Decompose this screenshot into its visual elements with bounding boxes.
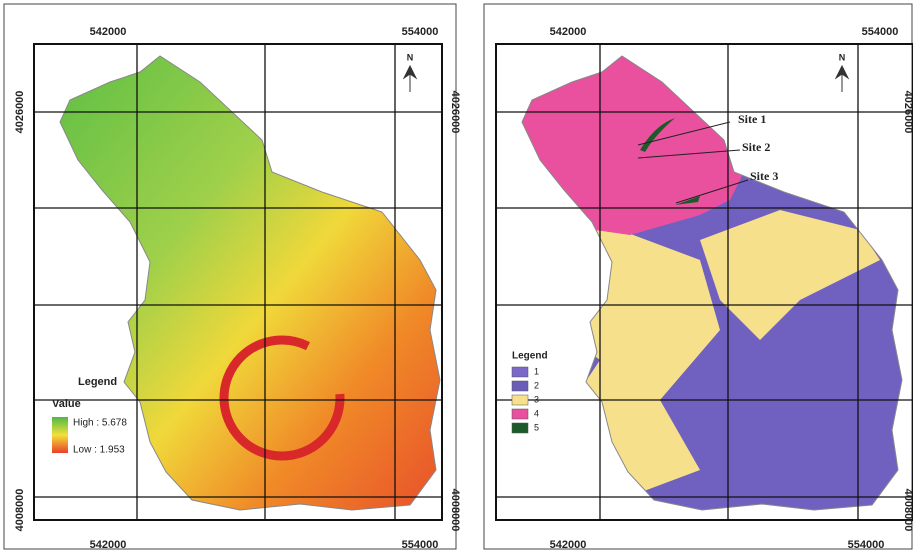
x-label: 554000 <box>848 539 885 551</box>
class-map <box>496 44 913 520</box>
x-label: 554000 <box>862 26 899 38</box>
legend-ramp <box>52 417 68 453</box>
y-label: 4008000 <box>14 489 26 532</box>
x-label: 542000 <box>90 26 127 38</box>
north-symbol <box>836 66 848 92</box>
legend-swatch <box>512 367 528 377</box>
legend-label: 4 <box>534 408 539 418</box>
left-panel: 542000 554000 542000 554000 4026000 4008… <box>4 4 461 551</box>
legend-high: High : 5.678 <box>73 418 127 429</box>
legend-swatch <box>512 395 528 405</box>
north-arrow: N <box>839 52 846 62</box>
y-label: 4026000 <box>902 91 913 134</box>
y-label: 4008000 <box>449 489 461 532</box>
legend-swatch <box>512 423 528 433</box>
site-label: Site 2 <box>742 140 770 154</box>
legend-swatch <box>512 409 528 419</box>
legend-label: 3 <box>534 394 539 404</box>
legend-swatch <box>512 381 528 391</box>
x-label: 554000 <box>402 539 439 551</box>
north-arrow: N <box>407 52 414 62</box>
legend-subtitle: Value <box>52 398 81 410</box>
site-label: Site 3 <box>750 169 778 183</box>
y-label: 4026000 <box>14 91 26 134</box>
north-symbol <box>404 66 416 92</box>
x-label: 542000 <box>550 26 587 38</box>
map-figure: 542000 554000 542000 554000 4026000 4008… <box>0 0 913 552</box>
site-label: Site 1 <box>738 112 766 126</box>
y-label: 4026000 <box>449 91 461 134</box>
legend-label: 2 <box>534 380 539 390</box>
legend-title: Legend <box>78 376 117 388</box>
x-label: 542000 <box>550 539 587 551</box>
x-label: 554000 <box>402 26 439 38</box>
y-label: 4008000 <box>902 489 913 532</box>
legend-label: 1 <box>534 366 539 376</box>
x-label: 542000 <box>90 539 127 551</box>
right-panel: Site 1 Site 2 Site 3 542000 554000 54200… <box>484 4 913 551</box>
legend-label: 5 <box>534 422 539 432</box>
legend: 1 2 3 4 5 <box>512 366 539 433</box>
legend-low: Low : 1.953 <box>73 445 125 456</box>
legend-title: Legend <box>512 351 548 362</box>
